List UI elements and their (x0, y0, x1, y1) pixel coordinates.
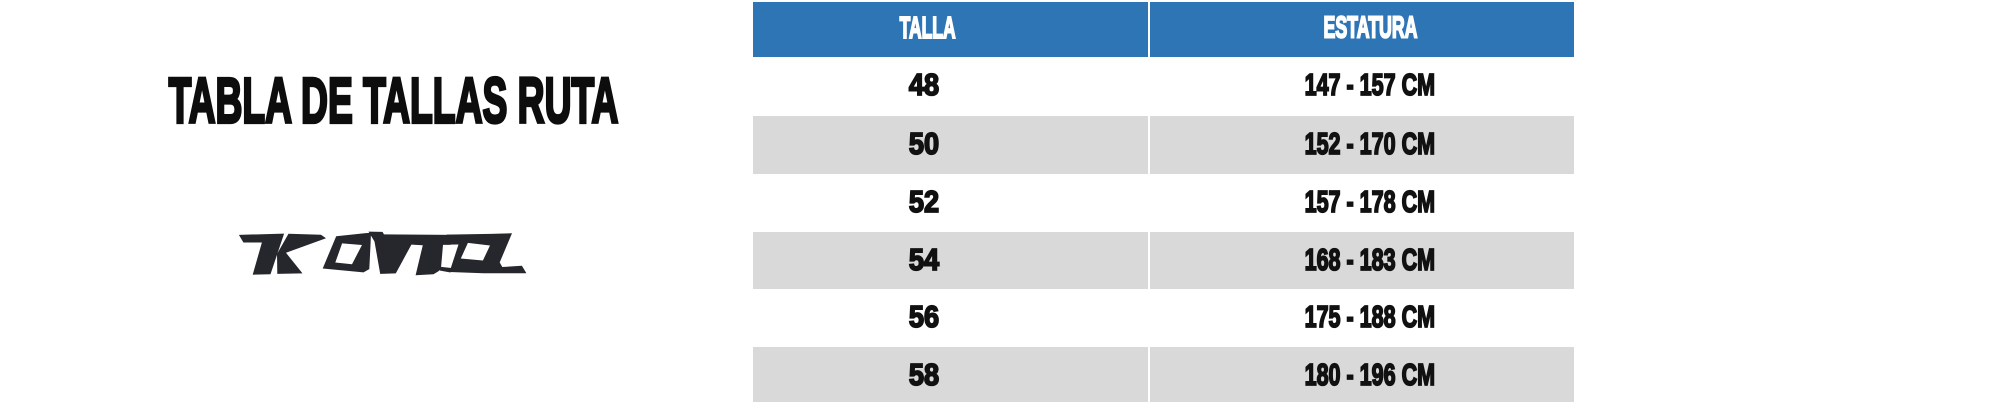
svg-text:56: 56 (909, 299, 939, 334)
svg-text:ESTATURA: ESTATURA (1324, 10, 1418, 45)
svg-text:180 - 196 CM: 180 - 196 CM (1305, 357, 1436, 392)
svg-text:175 - 188 CM: 175 - 188 CM (1305, 299, 1436, 334)
svg-text:50: 50 (909, 126, 939, 161)
svg-text:52: 52 (909, 184, 939, 219)
svg-text:58: 58 (909, 357, 939, 392)
svg-text:152 - 170 CM: 152 - 170 CM (1305, 126, 1436, 161)
svg-text:48: 48 (909, 67, 939, 102)
svg-text:TALLA: TALLA (900, 10, 956, 45)
svg-text:54: 54 (909, 242, 940, 277)
svg-text:147 - 157 CM: 147 - 157 CM (1305, 67, 1436, 102)
svg-text:TABLA DE TALLAS RUTA: TABLA DE TALLAS RUTA (169, 65, 619, 137)
svg-text:157 - 178 CM: 157 - 178 CM (1305, 184, 1436, 219)
svg-text:168 - 183 CM: 168 - 183 CM (1305, 242, 1436, 277)
